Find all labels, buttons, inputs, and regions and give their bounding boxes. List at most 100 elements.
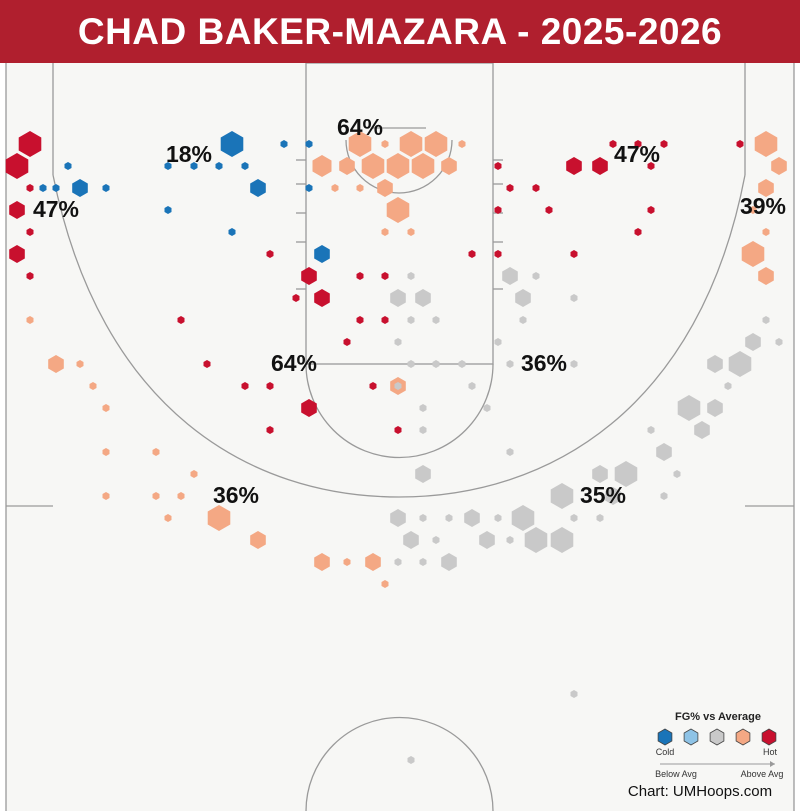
shot-hex-warm [152,448,160,456]
shot-hex-warm [314,553,330,571]
shot-hex-avg [432,536,440,544]
shot-hex-avg [724,382,732,390]
shot-hex-avg [694,421,710,439]
shot-hex-warm [741,241,765,267]
shot-hex-warm [152,492,160,500]
shot-hex-avg [419,404,427,412]
shot-hex-avg [532,272,540,280]
shot-hex-hot [566,157,582,175]
shot-hex-warm [758,179,774,197]
shot-hex-warm [749,206,757,214]
shot-hex-avg [415,465,431,483]
shot-hex-cold [280,140,288,148]
shot-hex-cold [102,184,110,192]
shot-hex-hot [532,184,540,192]
shot-hex-warm [407,228,415,236]
shot-hex-hot [634,228,642,236]
zone-labels: 47% 18% 64% 47% 39% 64% 36% 36% 35% [33,114,786,508]
shot-hex-hot [292,294,300,302]
shot-hex-avg [407,272,415,280]
shot-hex-avg [647,426,655,434]
shot-hex-cold [250,179,266,197]
legend-swatch-cold [657,728,673,746]
legend-swatch-cool [683,728,699,746]
legend-hot-label: Hot [763,747,778,757]
legend-swatch-hot [761,728,777,746]
shot-hex-hot [381,272,389,280]
shot-hex-cold [220,131,244,157]
shot-hex-avg [673,470,681,478]
shot-hex-avg [570,360,578,368]
shot-hex-hot [203,360,211,368]
shot-hex-hot [494,250,502,258]
legend-cold-label: Cold [656,747,675,757]
shot-hex-warm [190,470,198,478]
shot-hex-hot [660,140,668,148]
shot-hex-avg [407,316,415,324]
shot-hex-cold [39,184,47,192]
legend: FG% vs Average Cold Hot Below Avg Above … [655,711,783,779]
three-point-arc [52,174,746,498]
chart-credit: Chart: UMHoops.com [628,783,772,800]
shot-hex-avg [419,426,427,434]
title-banner: CHAD BAKER-MAZARA - 2025-2026 [0,0,800,63]
shot-hex-avg [570,294,578,302]
shot-hex-avg [483,404,491,412]
shot-hex-avg [419,514,427,522]
shot-hex-hot [266,382,274,390]
shot-hex-avg [550,527,574,553]
shot-hex-cold [305,140,313,148]
legend-swatch-avg [709,728,725,746]
zone-label-right-midrange: 36% [521,350,567,376]
shot-hex-cold [72,179,88,197]
shot-hex-avg [677,395,701,421]
shot-hex-avg [550,483,574,509]
shot-hex-warm [381,228,389,236]
shot-hex-warm [399,131,423,157]
zone-label-paint-top: 64% [337,114,383,140]
zone-label-left-corner-3: 47% [33,196,79,222]
shot-hex-hot [647,206,655,214]
shot-hex-avg [419,558,427,566]
shot-hex-avg [762,316,770,324]
shot-hex-hot [18,131,42,157]
shot-hex-warm [458,140,466,148]
shot-hex-cold [190,162,198,170]
shot-hex-warm [441,157,457,175]
shot-hex-hot [736,140,744,148]
legend-below-label: Below Avg [655,769,697,779]
shot-hex-warm [343,558,351,566]
court-background [6,63,794,811]
shot-hex-cold [241,162,249,170]
shot-hex-warm [250,531,266,549]
shot-hex-hot [26,228,34,236]
shot-hex-hot [356,316,364,324]
shot-hex-warm [411,153,435,179]
shot-hex-warm [386,153,410,179]
shot-hex-avg [656,443,672,461]
shot-hex-hot [506,184,514,192]
shot-hex-hot [609,140,617,148]
shot-hex-hot [26,272,34,280]
shot-hex-warm [89,382,97,390]
shot-hex-warm [177,492,185,500]
shot-hex-hot [241,382,249,390]
shot-hex-hot [314,289,330,307]
zone-label-left-arc-3: 36% [213,482,259,508]
zone-label-right-wing-3-upper: 47% [614,141,660,167]
shot-hex-hot [266,250,274,258]
legend-above-label: Above Avg [741,769,784,779]
shot-hex-avg [707,355,723,373]
shot-hex-warm [365,553,381,571]
shot-hex-cold [215,162,223,170]
shot-hex-hot [9,245,25,263]
shot-hex-hot [356,272,364,280]
shot-hex-cold [52,184,60,192]
shot-hex-warm [377,179,393,197]
shot-hex-hot [266,426,274,434]
shot-hex-hot [301,399,317,417]
center-circle [305,716,494,811]
shot-hex-avg [511,505,535,531]
shot-hex-avg [506,536,514,544]
